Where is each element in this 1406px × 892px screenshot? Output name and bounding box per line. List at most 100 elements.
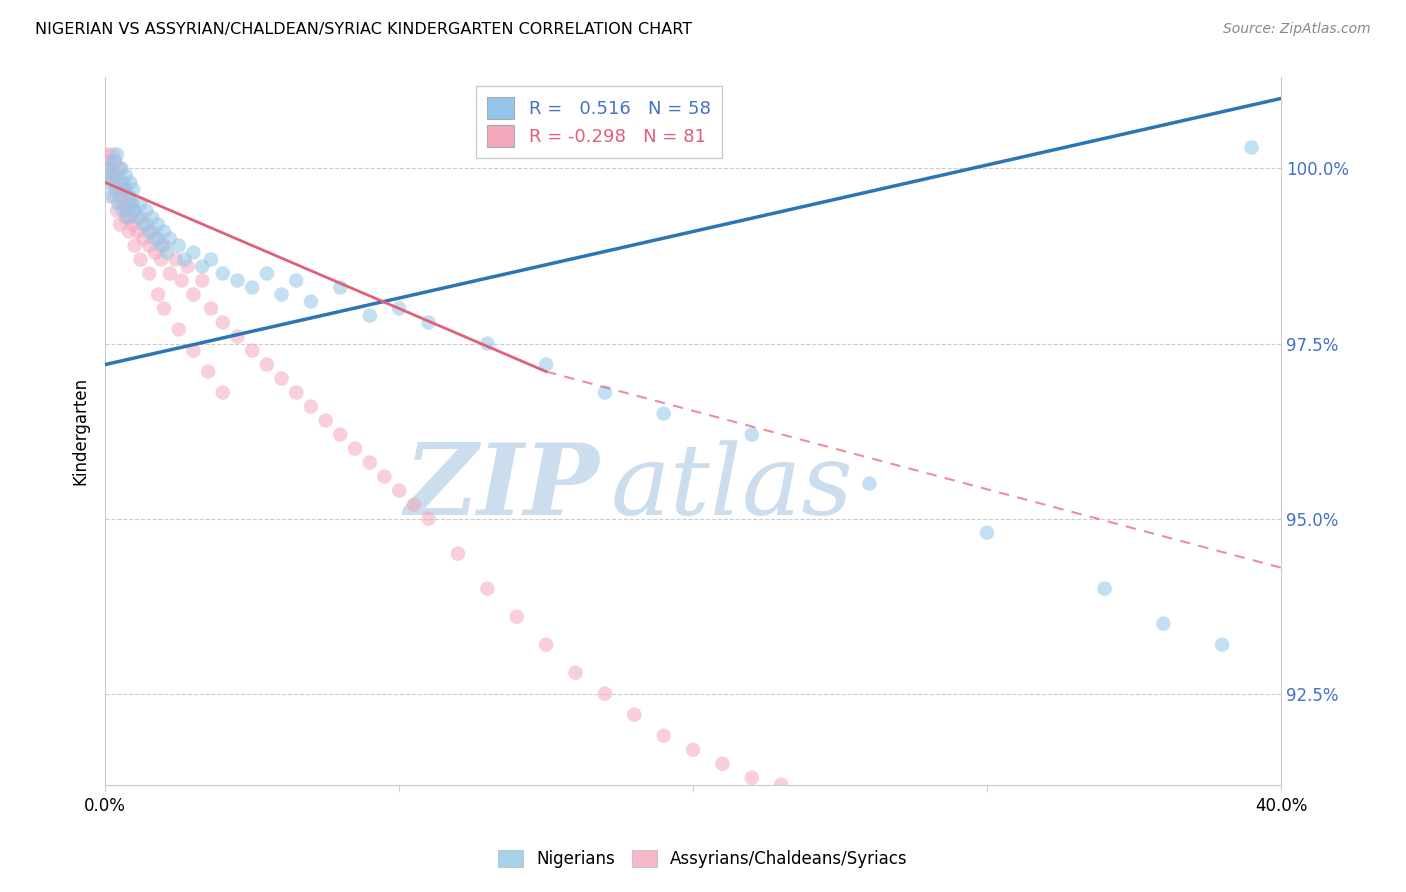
Point <box>373 469 395 483</box>
Point <box>170 273 193 287</box>
Text: NIGERIAN VS ASSYRIAN/CHALDEAN/SYRIAC KINDERGARTEN CORRELATION CHART: NIGERIAN VS ASSYRIAN/CHALDEAN/SYRIAC KIN… <box>35 22 692 37</box>
Point <box>138 225 160 239</box>
Point <box>741 427 763 442</box>
Legend: R =   0.516   N = 58, R = -0.298   N = 81: R = 0.516 N = 58, R = -0.298 N = 81 <box>477 87 721 158</box>
Point <box>1211 638 1233 652</box>
Point <box>110 189 132 203</box>
Point <box>105 147 128 161</box>
Point <box>129 252 152 267</box>
Point <box>118 225 141 239</box>
Point <box>104 182 127 196</box>
Point <box>156 245 179 260</box>
Point <box>120 176 142 190</box>
Point <box>135 218 157 232</box>
Point <box>200 301 222 316</box>
Point <box>1094 582 1116 596</box>
Legend: Nigerians, Assyrians/Chaldeans/Syriacs: Nigerians, Assyrians/Chaldeans/Syriacs <box>492 843 914 875</box>
Point <box>114 182 136 196</box>
Point <box>800 791 823 805</box>
Point <box>146 231 169 245</box>
Point <box>111 203 134 218</box>
Point <box>112 182 135 196</box>
Point <box>593 385 616 400</box>
Point <box>124 238 146 252</box>
Point <box>418 511 440 525</box>
Point <box>138 238 160 252</box>
Point <box>315 414 337 428</box>
Point <box>211 267 233 281</box>
Point <box>129 211 152 225</box>
Point <box>226 273 249 287</box>
Point <box>143 245 166 260</box>
Point <box>111 196 134 211</box>
Point <box>108 218 131 232</box>
Point <box>418 316 440 330</box>
Point <box>101 147 124 161</box>
Point <box>285 273 308 287</box>
Point <box>388 483 411 498</box>
Point <box>117 203 139 218</box>
Point <box>121 196 143 211</box>
Point <box>105 169 128 183</box>
Point <box>226 329 249 343</box>
Point <box>127 225 149 239</box>
Text: atlas: atlas <box>610 440 853 535</box>
Point <box>153 225 176 239</box>
Point <box>101 169 124 183</box>
Point <box>159 231 181 245</box>
Point <box>107 182 129 196</box>
Point <box>447 547 470 561</box>
Point <box>240 280 263 294</box>
Point <box>652 729 675 743</box>
Point <box>97 154 120 169</box>
Point <box>183 245 205 260</box>
Point <box>98 161 121 176</box>
Point <box>506 609 529 624</box>
Point <box>117 211 139 225</box>
Point <box>359 309 381 323</box>
Point <box>153 301 176 316</box>
Point <box>143 231 166 245</box>
Point <box>141 211 163 225</box>
Point <box>285 385 308 400</box>
Point <box>129 196 152 211</box>
Point <box>682 743 704 757</box>
Point <box>124 203 146 218</box>
Text: ZIP: ZIP <box>404 440 599 536</box>
Point <box>534 358 557 372</box>
Point <box>111 176 134 190</box>
Point <box>121 196 143 211</box>
Point <box>100 169 122 183</box>
Point <box>711 756 734 771</box>
Point <box>110 161 132 176</box>
Point <box>108 161 131 176</box>
Point <box>183 287 205 301</box>
Point <box>150 252 173 267</box>
Point <box>270 371 292 385</box>
Point <box>167 238 190 252</box>
Point <box>211 385 233 400</box>
Point <box>828 798 851 813</box>
Point <box>176 260 198 274</box>
Point <box>132 218 155 232</box>
Point <box>564 665 586 680</box>
Point <box>623 707 645 722</box>
Point <box>593 687 616 701</box>
Point <box>191 260 214 274</box>
Point <box>329 280 352 294</box>
Point <box>138 267 160 281</box>
Point <box>183 343 205 358</box>
Point <box>122 182 145 196</box>
Point <box>299 400 322 414</box>
Text: Source: ZipAtlas.com: Source: ZipAtlas.com <box>1223 22 1371 37</box>
Point <box>477 336 499 351</box>
Point <box>120 211 142 225</box>
Y-axis label: Kindergarten: Kindergarten <box>72 377 89 485</box>
Point <box>741 771 763 785</box>
Point <box>150 238 173 252</box>
Point <box>329 427 352 442</box>
Point <box>114 169 136 183</box>
Point <box>96 147 118 161</box>
Point <box>97 176 120 190</box>
Point <box>359 456 381 470</box>
